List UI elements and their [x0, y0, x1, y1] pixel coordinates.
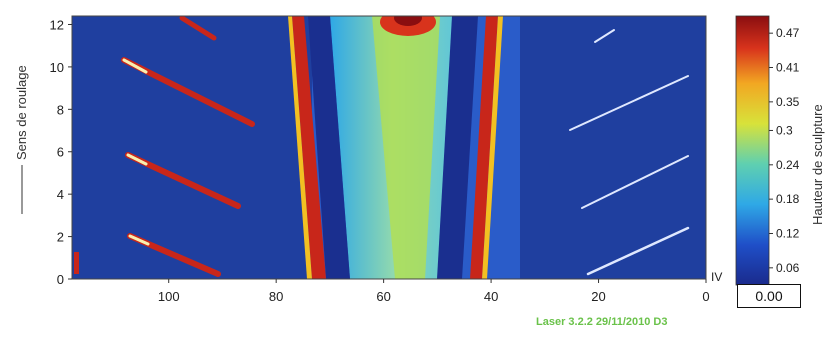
y-tick-label: 12 [50, 17, 64, 32]
left-yellow-edge [288, 16, 312, 279]
plot-frame [71, 15, 707, 280]
y-tick-label: 6 [57, 145, 64, 160]
colorbar-tick-label: 0.18 [776, 192, 800, 206]
colorbar-tick-label: 0.35 [776, 95, 800, 109]
readout-value-field[interactable]: 0.00 [737, 284, 801, 308]
center-rib-yellow [372, 16, 440, 279]
colorbar [735, 15, 770, 286]
y-axis: 0 2 4 6 8 10 12 [50, 17, 72, 287]
x-tick-label: 40 [484, 289, 498, 304]
colorbar-tick-label: 0.41 [776, 61, 800, 75]
y-tick-label: 0 [57, 272, 64, 287]
x-tick-label: 60 [376, 289, 390, 304]
y-tick-label: 10 [50, 60, 64, 75]
heatmap-features [74, 16, 690, 279]
colorbar-tick-label: 0.47 [776, 26, 800, 40]
sipe-3-hl [126, 153, 148, 166]
colorbar-tick-label: 0.24 [776, 158, 800, 172]
left-groove [308, 16, 350, 279]
right-yellow-edge [482, 16, 503, 279]
colorbar-ticks: 0.47 0.41 0.35 0.3 0.24 0.18 0.12 0.06 [769, 26, 800, 275]
right-red-stripe [470, 16, 498, 279]
edge-mark [74, 252, 79, 274]
sipe-4-hl [128, 234, 150, 246]
colorbar-label: Hauteur de sculpture [810, 104, 825, 225]
sipe-1 [179, 16, 217, 41]
x-tick-label: 20 [591, 289, 605, 304]
y-tick-label: 2 [57, 230, 64, 245]
center-groove [437, 16, 478, 279]
rsipe-3 [581, 155, 689, 209]
left-sipes [121, 16, 255, 277]
laser-info-text: Laser 3.2.2 29/11/2010 D3 [536, 316, 668, 328]
rsipe-2 [569, 75, 689, 131]
left-red-stripe [292, 16, 326, 279]
rsipe-1 [594, 29, 615, 43]
x-tick-label: 80 [269, 289, 283, 304]
right-sipes [569, 29, 690, 276]
rsipe-4 [586, 226, 690, 276]
sipe-2-hl [122, 58, 148, 74]
colorbar-tick-label: 0.12 [776, 226, 800, 240]
y-axis-label: Sens de roulage [14, 65, 29, 160]
y-tick-label: 8 [57, 102, 64, 117]
top-hotspot-core [394, 16, 422, 26]
x-axis: 100 80 60 40 20 0 [158, 279, 710, 304]
y-axis-label-group: Sens de roulage [14, 65, 29, 214]
colorbar-tick-label: 0.06 [776, 261, 800, 275]
colorbar-tick-label: 0.3 [776, 123, 793, 137]
y-tick-label: 4 [57, 187, 64, 202]
iv-label: IV [711, 270, 723, 284]
x-tick-label: 100 [158, 289, 180, 304]
x-tick-label: 0 [702, 289, 709, 304]
